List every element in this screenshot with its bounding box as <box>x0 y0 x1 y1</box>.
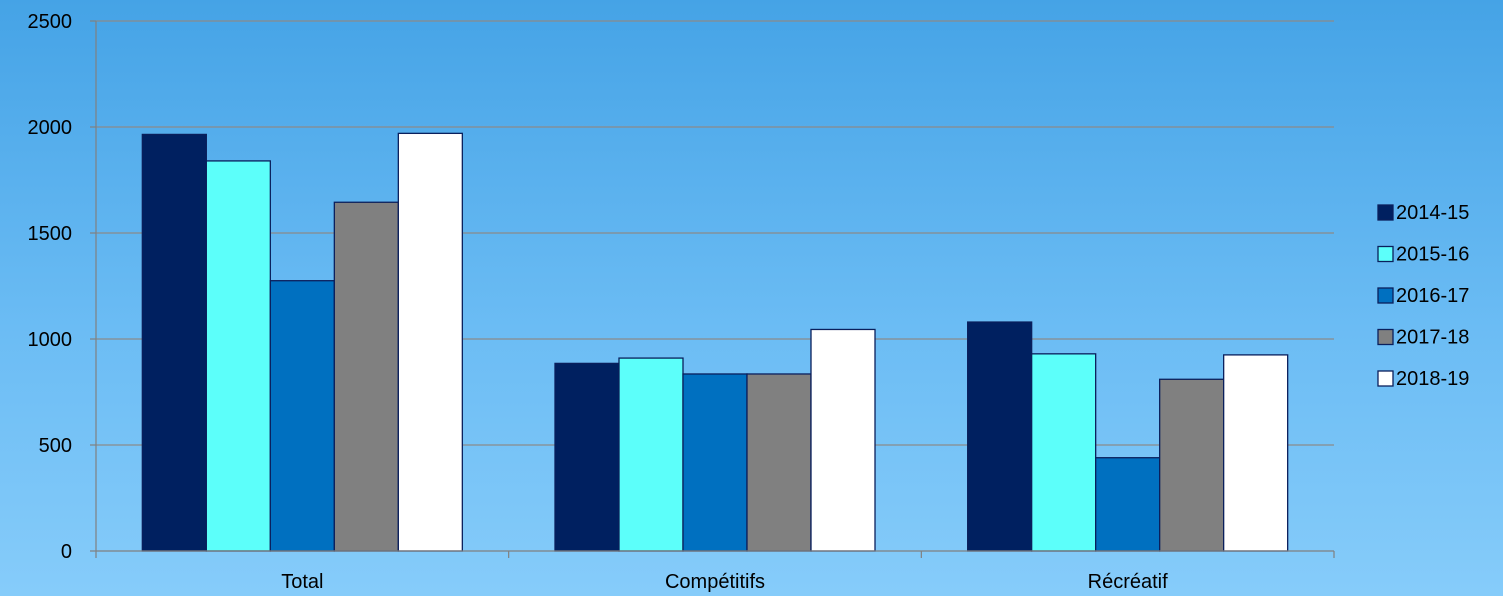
y-tick-label: 0 <box>61 541 72 563</box>
x-tick-label: Récréatif <box>1088 571 1168 593</box>
legend-label: 2014-15 <box>1396 202 1469 224</box>
y-tick-label: 1000 <box>28 329 73 351</box>
x-tick-label: Total <box>281 571 323 593</box>
axes <box>95 21 1335 558</box>
bar-2018-19-récréatif <box>1223 354 1289 552</box>
bar-2017-18-compétitifs <box>746 373 812 552</box>
bar-2014-15-récréatif <box>967 321 1033 552</box>
legend-swatch <box>1377 328 1394 346</box>
legend-swatch <box>1377 287 1394 304</box>
legend-label: 2017-18 <box>1396 327 1469 349</box>
legend-swatch <box>1377 370 1394 387</box>
bar-2015-16-total <box>205 160 271 552</box>
legend-swatch <box>1377 245 1394 263</box>
bar-2015-16-compétitifs <box>618 357 684 552</box>
bar-2016-17-récréatif <box>1095 457 1161 552</box>
bar-2018-19-total <box>397 132 463 552</box>
bar-2017-18-récréatif <box>1159 378 1225 552</box>
bar-2016-17-total <box>269 280 335 552</box>
bar-2014-15-total <box>141 133 207 552</box>
legend-swatch <box>1377 204 1394 221</box>
x-axis-labels: Total Compétitifs Récréatif <box>281 571 1168 593</box>
bar-2017-18-total <box>333 201 399 552</box>
y-tick-label: 2000 <box>28 117 73 139</box>
legend-label: 2018-19 <box>1396 368 1469 390</box>
legend-label: 2016-17 <box>1396 285 1469 307</box>
legend: 2014-15 2015-16 2016-17 2017-18 2018-19 <box>1377 202 1469 390</box>
bar-2014-15-compétitifs <box>554 362 620 552</box>
y-tick-label: 2500 <box>28 11 73 33</box>
x-tick-label: Compétitifs <box>665 571 765 593</box>
bar-2018-19-compétitifs <box>810 328 876 552</box>
bars <box>141 132 1289 552</box>
y-tick-label: 1500 <box>28 223 73 245</box>
y-tick-label: 500 <box>39 435 72 457</box>
bar-2015-16-récréatif <box>1031 353 1097 552</box>
legend-label: 2015-16 <box>1396 244 1469 266</box>
y-axis-ticks: 0 500 1000 1500 2000 2500 <box>28 11 96 563</box>
bar-2016-17-compétitifs <box>682 373 748 552</box>
